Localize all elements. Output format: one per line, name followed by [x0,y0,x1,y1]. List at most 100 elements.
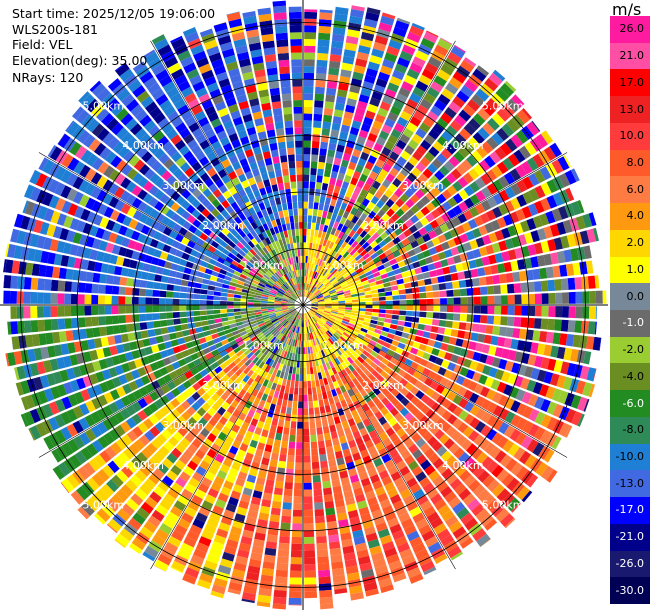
ray-gate [589,290,597,304]
ray-gate [370,285,378,291]
ray-gate [427,339,436,347]
ray-gate [344,295,352,299]
ray-gate [335,151,344,160]
ray-gate [560,361,570,375]
ray-gate [477,489,491,502]
ray-gate [522,191,534,205]
ray-gate [572,334,581,348]
ray-gate [422,168,433,179]
ray-gate [388,560,403,571]
ray-gate [339,414,347,423]
ray-gate [192,299,200,305]
ray-gate [323,494,334,503]
ray-gate [460,297,468,305]
ray-gate [315,188,321,197]
ray-gate [526,157,539,171]
ray-gate [165,305,173,312]
ray-gate [57,306,65,317]
ray-gate [331,308,339,311]
ray-gate [323,313,330,317]
ray-gate [316,386,322,394]
ray-gate [524,232,534,244]
ray-gate [233,301,241,305]
ray-gate [329,314,337,318]
ray-gate [30,306,38,319]
ray-gate [514,351,524,363]
ray-gate [359,249,368,257]
ray-gate [269,514,280,523]
ray-gate [312,359,316,367]
ray-gate [347,388,355,397]
ray-gate [359,230,368,238]
ray-gate [319,238,325,246]
ray-gate [510,197,521,210]
ray-gate [341,420,350,429]
ray-gate [480,315,488,324]
ray-gate [303,289,306,297]
ray-gate [277,549,290,558]
ray-gate [423,31,438,44]
ray-gate [426,511,440,524]
ray-gate [478,225,488,236]
ray-gate [331,324,339,330]
ray-gate [445,125,458,137]
ray-gate [386,217,395,227]
ray-gate [304,52,316,60]
ray-gate [320,317,328,322]
ray-gate [358,204,367,213]
ray-gate [267,527,279,536]
ray-gate [152,297,160,305]
ray-gate [329,60,341,69]
ray-gate [582,306,590,319]
ray-gate [477,333,486,343]
ray-gate [540,240,550,253]
ray-gate [312,271,316,279]
ray-gate [377,528,390,539]
ray-gate [105,315,113,325]
ray-gate [300,360,303,368]
ray-gate [283,392,289,401]
ray-gate [504,397,515,410]
ray-gate [320,134,329,143]
ray-gate [472,371,482,383]
ray-gate [312,127,321,135]
ray-gate [405,401,415,412]
ray-gate [504,80,517,92]
ray-gate [481,256,491,266]
ray-gate [407,334,416,341]
ray-gate [336,339,343,347]
ray-gate [336,457,345,466]
ray-gate [480,305,488,314]
ray-gate [320,385,326,393]
ray-gate [417,554,432,567]
ray-gate [415,127,427,139]
ray-gate [303,421,309,429]
ray-gate [394,20,410,31]
ray-gate [416,236,425,246]
ray-gate [283,495,293,503]
ray-gate [378,362,387,370]
ray-gate [398,289,406,295]
ray-gate [501,103,515,117]
ray-gate [581,320,589,334]
ray-gate [564,203,575,218]
ray-gate [303,462,311,470]
ray-gate [318,583,332,591]
ray-gate [307,380,312,388]
ray-gate [306,242,310,250]
ray-gate [304,564,316,571]
ray-gate [395,347,404,355]
ray-gate [422,482,435,494]
ray-gate [131,296,139,305]
ray-gate [320,141,328,150]
ray-gate [427,163,438,174]
ray-gate [388,328,397,335]
ray-gate [385,314,393,319]
ray-gate [316,66,327,74]
ray-gate [463,358,472,368]
ray-gate [566,362,577,377]
ray-gate [407,234,416,243]
ray-gate [281,509,292,517]
ray-gate [311,306,319,309]
ray-gate [326,284,333,290]
